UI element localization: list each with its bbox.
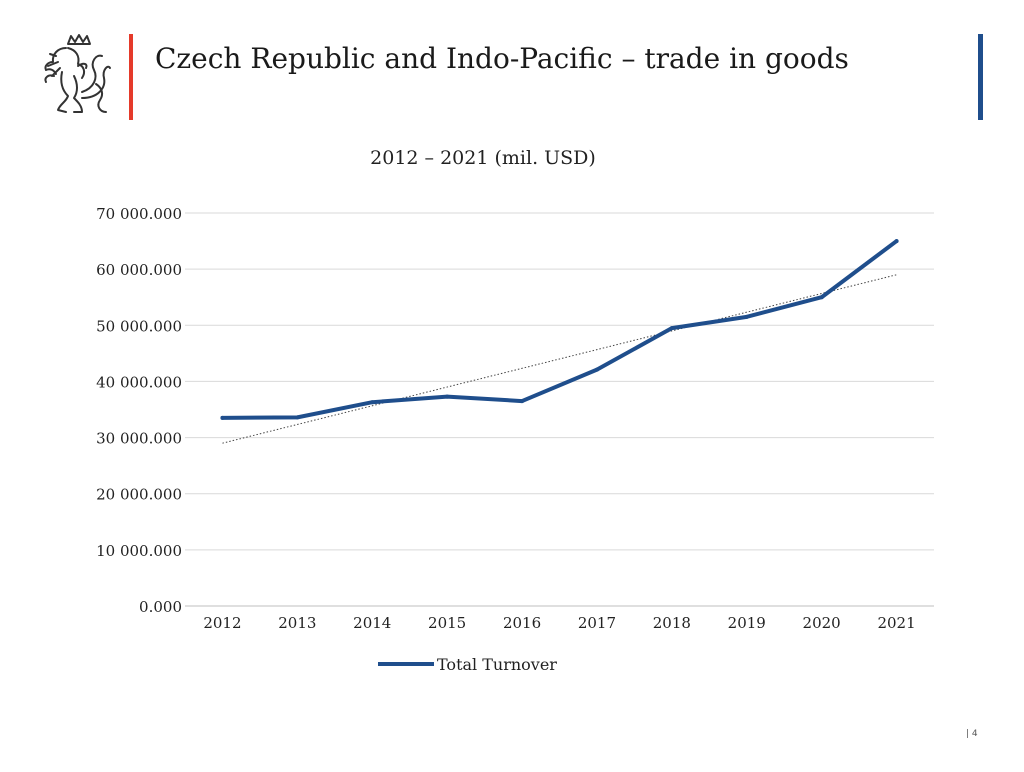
y-tick-label: 20 000.000 xyxy=(96,486,182,504)
data-point xyxy=(744,314,749,319)
y-tick-label: 50 000.000 xyxy=(96,317,182,335)
data-point xyxy=(894,239,899,244)
x-tick-label: 2017 xyxy=(578,614,616,632)
data-point xyxy=(819,295,824,300)
x-tick-label: 2015 xyxy=(428,614,466,632)
x-tick-label: 2018 xyxy=(653,614,691,632)
slide-title: Czech Republic and Indo-Pacific – trade … xyxy=(155,42,849,75)
data-point xyxy=(445,394,450,399)
x-tick-label: 2014 xyxy=(353,614,391,632)
y-tick-label: 40 000.000 xyxy=(96,373,182,391)
x-tick-label: 2013 xyxy=(278,614,316,632)
trendline xyxy=(222,274,897,444)
y-tick-label: 0.000 xyxy=(139,598,182,616)
series-line-total-turnover xyxy=(220,239,899,420)
czech-lion-emblem-icon xyxy=(44,34,111,113)
page-number: | 4 xyxy=(966,729,978,739)
accent-bar-blue xyxy=(978,34,983,120)
legend-label: Total Turnover xyxy=(437,655,557,674)
data-point xyxy=(295,415,300,420)
x-tick-label: 2021 xyxy=(877,614,915,632)
x-tick-label: 2020 xyxy=(803,614,841,632)
data-point xyxy=(220,415,225,420)
x-tick-label: 2016 xyxy=(503,614,541,632)
x-tick-label: 2019 xyxy=(728,614,766,632)
data-point xyxy=(370,400,375,405)
data-point xyxy=(669,326,674,331)
y-tick-label: 30 000.000 xyxy=(96,430,182,448)
data-point xyxy=(520,399,525,404)
y-tick-label: 60 000.000 xyxy=(96,261,182,279)
y-tick-label: 70 000.000 xyxy=(96,205,182,223)
chart-title: 2012 – 2021 (mil. USD) xyxy=(370,147,596,169)
accent-bar-red xyxy=(129,34,133,120)
x-tick-label: 2012 xyxy=(203,614,241,632)
data-point xyxy=(594,367,599,372)
y-tick-label: 10 000.000 xyxy=(96,542,182,560)
